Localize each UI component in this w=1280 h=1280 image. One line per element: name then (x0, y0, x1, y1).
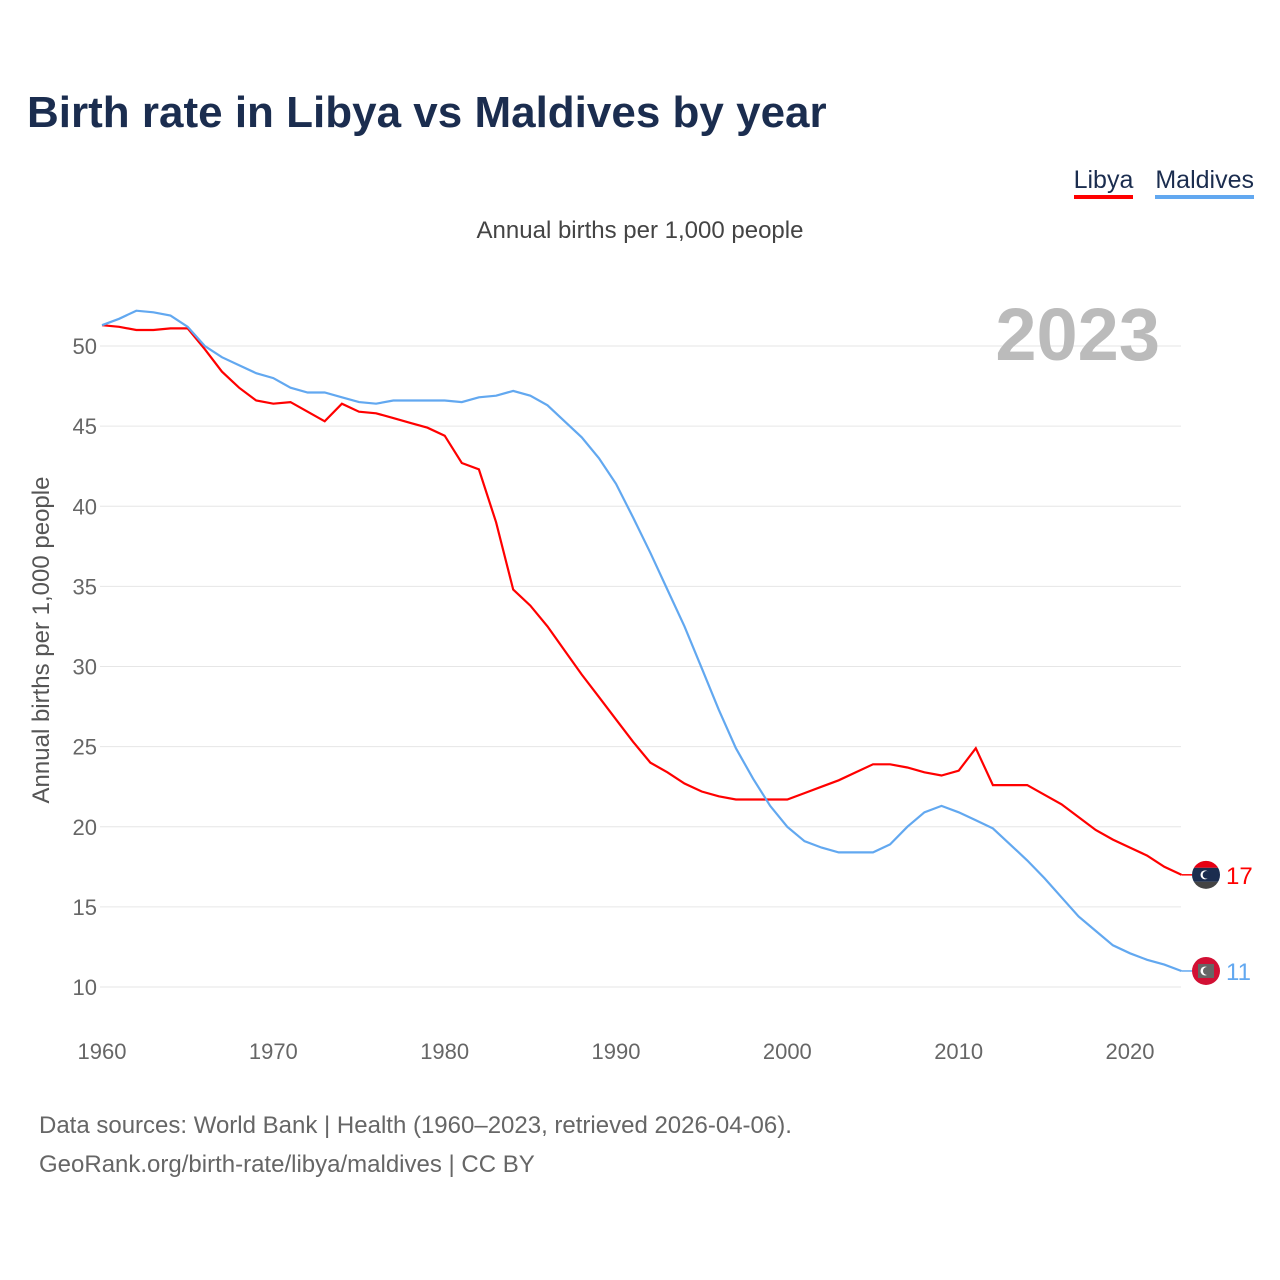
y-tick-label: 25 (73, 735, 97, 760)
y-tick-label: 15 (73, 895, 97, 920)
y-tick-label: 35 (73, 574, 97, 599)
x-tick-label: 1970 (249, 1039, 298, 1064)
end-value-label: 17 (1226, 863, 1253, 890)
x-tick-label: 1960 (78, 1039, 127, 1064)
x-tick-label: 2020 (1106, 1039, 1155, 1064)
legend-libya[interactable]: Libya (1073, 166, 1134, 199)
x-tick-label: 2010 (934, 1039, 983, 1064)
y-tick-label: 50 (73, 334, 97, 359)
data-sources: Data sources: World Bank | Health (1960–… (39, 1112, 792, 1139)
series-line-maldives[interactable] (101, 309, 1182, 973)
legend-maldives[interactable]: Maldives (1155, 166, 1254, 199)
end-value-label: 11 (1226, 959, 1251, 986)
series-line-libya[interactable] (101, 324, 1182, 876)
flag-maldives-icon (1192, 956, 1220, 985)
x-tick-label: 1980 (420, 1039, 469, 1064)
flag-libya-icon (1192, 860, 1220, 889)
source-link[interactable]: GeoRank.org/birth-rate/libya/maldives | … (39, 1151, 535, 1178)
legend: Libya Maldives (1073, 166, 1254, 199)
footer: Data sources: World Bank | Health (1960–… (39, 1106, 792, 1184)
chart-title: Birth rate in Libya vs Maldives by year (27, 88, 827, 137)
year-watermark: 2023 (995, 293, 1160, 376)
y-tick-label: 10 (73, 975, 97, 1000)
x-tick-label: 1990 (592, 1039, 641, 1064)
y-tick-label: 40 (73, 494, 97, 519)
x-tick-label: 2000 (763, 1039, 812, 1064)
chart-subtitle: Annual births per 1,000 people (476, 217, 804, 244)
y-tick-label: 45 (73, 414, 97, 439)
y-tick-label: 30 (73, 655, 97, 680)
y-tick-label: 20 (73, 815, 97, 840)
